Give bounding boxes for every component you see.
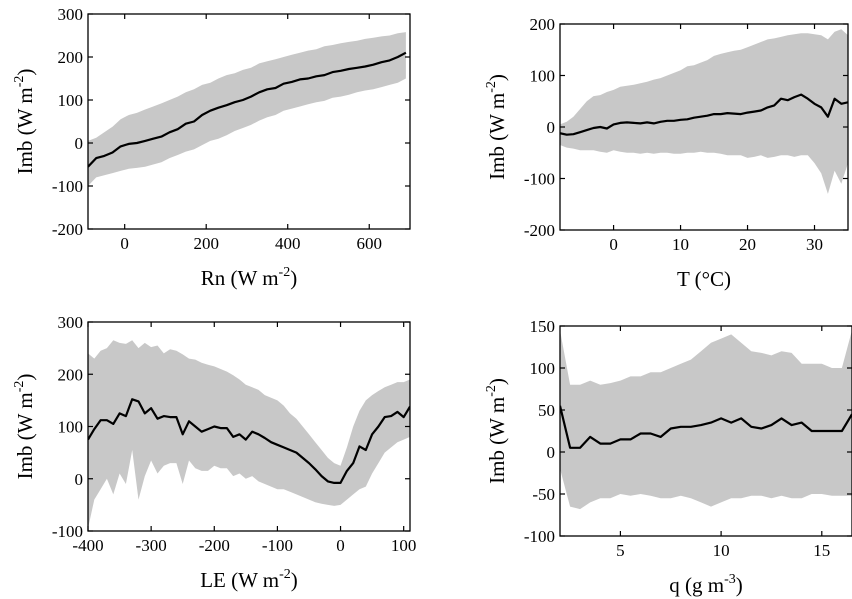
- y-tick-label: -100: [52, 177, 83, 196]
- y-tick-label: -100: [524, 170, 555, 189]
- y-tick-label: 0: [547, 118, 556, 137]
- band-rn: [88, 32, 406, 186]
- y-tick-label: 0: [547, 443, 556, 462]
- series-line-le: [88, 398, 410, 484]
- x-tick-label: 0: [120, 234, 129, 253]
- y-tick-label: -100: [52, 522, 83, 541]
- y-tick-label: 200: [530, 15, 556, 34]
- band-q: [560, 330, 852, 510]
- x-tick-label: -300: [136, 536, 167, 555]
- y-tick-label: -200: [52, 220, 83, 239]
- series-line-rn: [88, 51, 407, 168]
- y-tick-label: 100: [58, 418, 84, 437]
- series-line-t: [560, 93, 848, 136]
- x-tick-label: 10: [672, 235, 689, 254]
- y-tick-label: 200: [58, 48, 84, 67]
- x-tick-label: 200: [193, 234, 219, 253]
- x-tick-label: -200: [199, 536, 230, 555]
- y-axis-label: Imb (W m-2): [484, 378, 509, 484]
- x-axis-label: Rn (W m-2): [201, 265, 297, 290]
- panel-rn: 0 200 400 600 -200 -100 0 100 200 300 Rn (W m-2) Im…: [12, 5, 411, 290]
- y-tick-label: 100: [530, 67, 556, 86]
- x-tick-label: 20: [739, 235, 756, 254]
- series-line-q: [560, 405, 852, 449]
- plot-frame: [87, 13, 411, 230]
- y-axis-label: Imb (W m-2): [12, 69, 37, 175]
- plot-frame: [559, 325, 852, 537]
- y-tick-label: 100: [530, 359, 556, 378]
- y-tick-label: 300: [58, 5, 84, 24]
- x-tick-label: -100: [262, 536, 293, 555]
- y-tick-label: 50: [538, 401, 555, 420]
- y-axis-label: Imb (W m-2): [484, 74, 509, 180]
- x-tick-label: 400: [275, 234, 301, 253]
- panel-le: -400 -300 -200 -100 0 100 -100 0 100 200 300 LE (W …: [12, 313, 416, 592]
- y-axis-label: Imb (W m-2): [12, 374, 37, 480]
- y-tick-label: 0: [75, 470, 84, 489]
- y-tick-label: 0: [75, 134, 84, 153]
- y-tick-label: -50: [532, 485, 555, 504]
- x-tick-label: 0: [609, 235, 618, 254]
- x-axis-label: q (g m-3): [669, 572, 743, 597]
- x-tick-label: 30: [806, 235, 823, 254]
- x-tick-label: 0: [336, 536, 345, 555]
- x-axis-label: T (°C): [677, 267, 731, 291]
- band-t: [560, 29, 848, 194]
- x-tick-label: 100: [391, 536, 417, 555]
- x-axis-label: LE (W m-2): [200, 567, 298, 592]
- x-tick-label: 15: [813, 541, 830, 560]
- x-tick-label: -400: [72, 536, 103, 555]
- x-tick-label: 5: [616, 541, 625, 560]
- x-tick-label: 600: [356, 234, 382, 253]
- panel-q: 5 10 15 -100 -50 0 50 100 150 q (g m-3) Imb (W m-2…: [484, 317, 852, 597]
- y-tick-label: 300: [58, 313, 84, 332]
- x-tick-label: 10: [713, 541, 730, 560]
- y-tick-label: -200: [524, 221, 555, 240]
- panel-t: 0 10 20 30 -200 -100 0 100 200 T (°C) Imb (W m-2): [484, 15, 849, 291]
- y-tick-label: 150: [530, 317, 556, 336]
- y-tick-label: -100: [524, 527, 555, 546]
- y-tick-label: 200: [58, 365, 84, 384]
- y-tick-label: 100: [58, 91, 84, 110]
